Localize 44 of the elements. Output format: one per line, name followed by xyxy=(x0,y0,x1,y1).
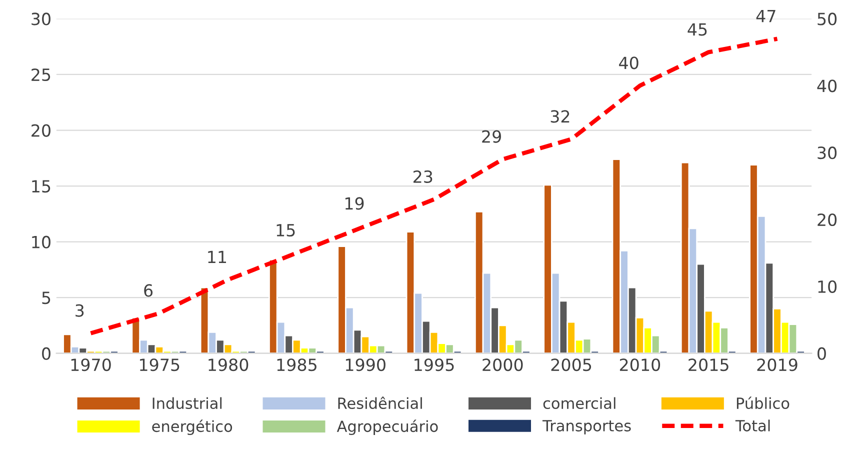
data-label: 23 xyxy=(414,170,432,183)
x-tick-label: 1970 xyxy=(71,358,111,372)
data-label: 32 xyxy=(550,110,570,123)
data-label: 29 xyxy=(482,130,501,143)
line-series xyxy=(88,36,780,336)
y-tick-label: 15 xyxy=(32,180,50,193)
y2-tick-label: 0 xyxy=(818,347,826,360)
data-label: 6 xyxy=(144,284,153,297)
y2-tick-label: 40 xyxy=(817,80,837,92)
x-tick-label: 1990 xyxy=(346,358,386,372)
legend-label: Agropecuário xyxy=(336,420,438,436)
data-label: 45 xyxy=(688,23,707,36)
legend-label: energético xyxy=(152,420,232,436)
y-tick-label: 5 xyxy=(42,292,50,304)
y-tick-label: 10 xyxy=(32,236,50,248)
data-label: 47 xyxy=(756,10,776,22)
x-tick-label: 2005 xyxy=(551,358,592,372)
legend-label: comercial xyxy=(543,397,616,410)
y2-tick-label: 50 xyxy=(818,12,837,26)
y2-tick-label: 10 xyxy=(818,280,837,293)
x-tick-label: 2000 xyxy=(482,358,523,372)
data-label: 15 xyxy=(276,224,295,237)
data-label: 3 xyxy=(76,304,84,317)
x-tick-label: 1985 xyxy=(277,358,316,372)
y-tick-label: 25 xyxy=(32,68,50,82)
data-label: 11 xyxy=(208,250,226,264)
x-tick-label: 1975 xyxy=(140,358,180,372)
data-label: 19 xyxy=(345,197,364,210)
legend-label: Transportes xyxy=(542,420,631,434)
legend-label: Industrial xyxy=(152,397,222,410)
x-tick-label: 2010 xyxy=(620,358,660,372)
legend-label: Total xyxy=(735,420,770,432)
legend-label: Residêncial xyxy=(338,396,422,410)
x-tick-label: 1980 xyxy=(208,358,248,372)
data-label: 40 xyxy=(619,56,638,70)
y-tick-label: 30 xyxy=(32,12,50,26)
y2-tick-label: 20 xyxy=(818,213,837,226)
x-tick-label: 2015 xyxy=(688,358,728,372)
x-tick-label: 1995 xyxy=(414,358,454,372)
legend-label: Público xyxy=(736,396,790,410)
x-tick-label: 2019 xyxy=(757,358,798,372)
y2-tick-label: 30 xyxy=(818,146,837,160)
y-tick-label: 0 xyxy=(42,347,50,360)
y-tick-label: 20 xyxy=(32,124,50,137)
